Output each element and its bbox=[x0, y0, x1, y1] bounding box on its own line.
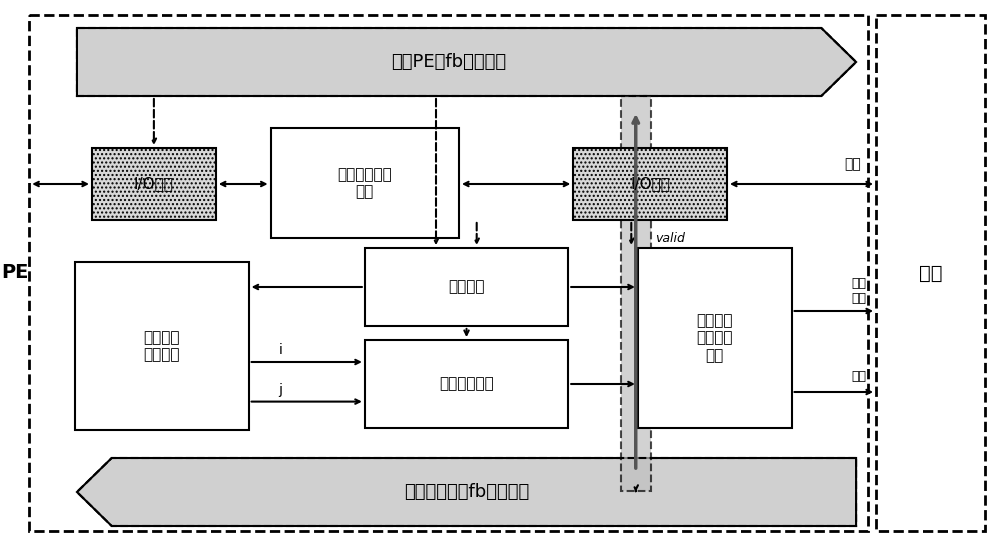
Text: 循环变量
产生模块: 循环变量 产生模块 bbox=[144, 330, 180, 362]
Bar bbox=[75, 262, 249, 430]
Text: I/O单元: I/O单元 bbox=[134, 176, 174, 192]
Text: 地址生成模块: 地址生成模块 bbox=[439, 377, 494, 391]
Text: 数据: 数据 bbox=[844, 157, 861, 171]
Text: 使能
信号: 使能 信号 bbox=[851, 277, 866, 305]
Bar bbox=[638, 248, 792, 428]
Bar bbox=[876, 15, 985, 531]
Bar bbox=[29, 15, 868, 531]
Text: 预处理后处理
模块: 预处理后处理 模块 bbox=[337, 167, 392, 199]
Text: PE: PE bbox=[2, 264, 29, 282]
Text: 存储交互
信号产生
模块: 存储交互 信号产生 模块 bbox=[696, 313, 733, 363]
Text: j: j bbox=[278, 383, 282, 396]
Text: I/O单元: I/O单元 bbox=[630, 176, 670, 192]
Polygon shape bbox=[77, 458, 856, 526]
Bar bbox=[621, 96, 651, 491]
Bar bbox=[92, 148, 216, 220]
Text: 存储: 存储 bbox=[919, 264, 942, 282]
Polygon shape bbox=[77, 28, 856, 96]
Text: valid: valid bbox=[656, 232, 685, 245]
Text: 来自PE的fb控制单元: 来自PE的fb控制单元 bbox=[392, 53, 507, 71]
Bar bbox=[573, 148, 727, 220]
Bar bbox=[365, 248, 568, 326]
Text: 地址: 地址 bbox=[851, 371, 866, 383]
Text: i: i bbox=[278, 343, 282, 357]
Text: 控制逻辑: 控制逻辑 bbox=[448, 280, 485, 294]
Bar bbox=[271, 128, 459, 238]
Text: 来自存储器的fb控制单元: 来自存储器的fb控制单元 bbox=[404, 483, 529, 501]
Bar bbox=[365, 340, 568, 428]
